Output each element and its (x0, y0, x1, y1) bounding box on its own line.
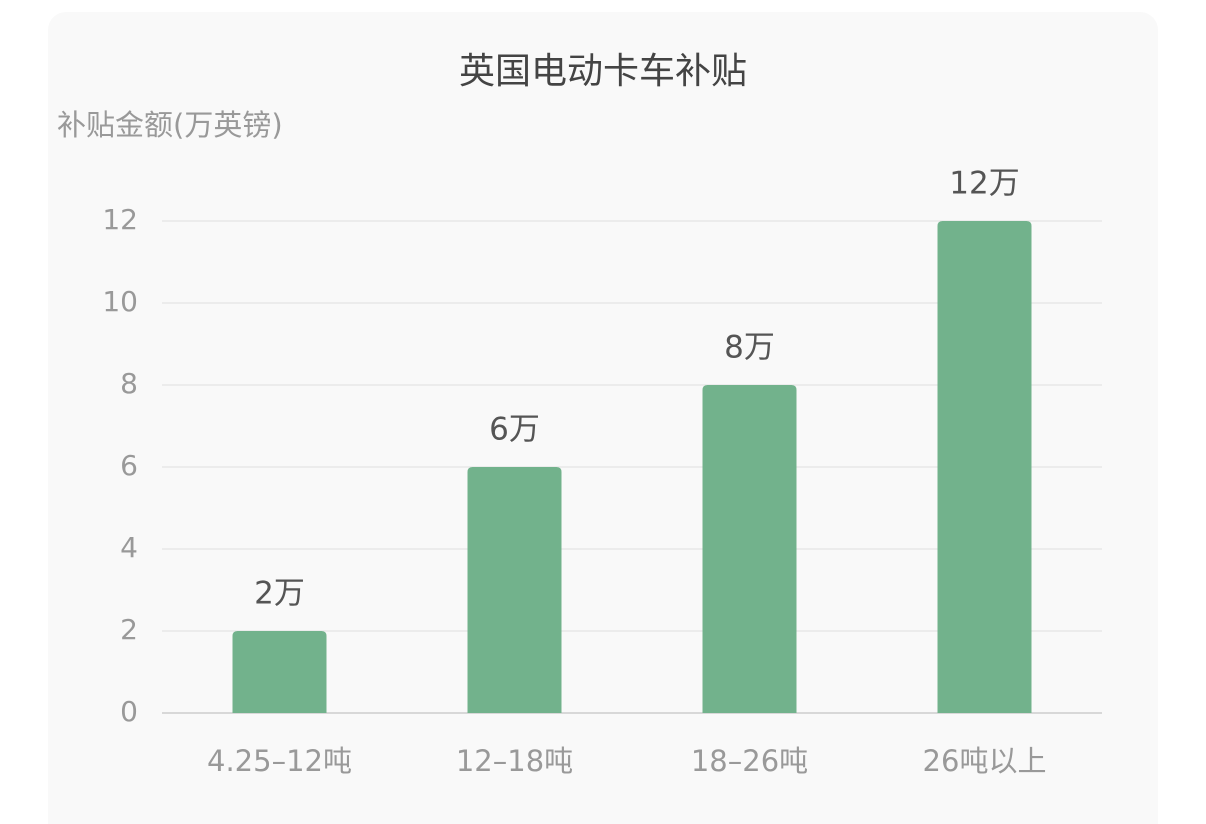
y-tick-label: 12 (102, 203, 138, 236)
bar (702, 385, 797, 713)
y-tick-label: 10 (102, 285, 138, 318)
x-tick-label: 26吨以上 (923, 744, 1047, 778)
value-label: 12万 (949, 166, 1019, 202)
y-tick-label: 4 (120, 531, 138, 564)
value-label: 6万 (489, 412, 540, 448)
x-tick-label: 4.25–12吨 (207, 744, 352, 778)
bar (467, 467, 562, 713)
y-tick-label: 2 (120, 613, 138, 646)
y-tick-label: 6 (120, 449, 138, 482)
x-tick-label: 12–18吨 (456, 744, 573, 778)
value-label: 8万 (724, 330, 775, 366)
value-label: 2万 (254, 576, 305, 612)
y-axis-title: 补贴金额(万英镑) (57, 108, 283, 142)
bar (232, 631, 327, 713)
y-tick-label: 0 (120, 695, 138, 728)
bar (937, 221, 1032, 713)
y-tick-label: 8 (120, 367, 138, 400)
chart-title: 英国电动卡车补贴 (459, 51, 747, 92)
x-tick-label: 18–26吨 (691, 744, 808, 778)
card (48, 12, 1158, 824)
